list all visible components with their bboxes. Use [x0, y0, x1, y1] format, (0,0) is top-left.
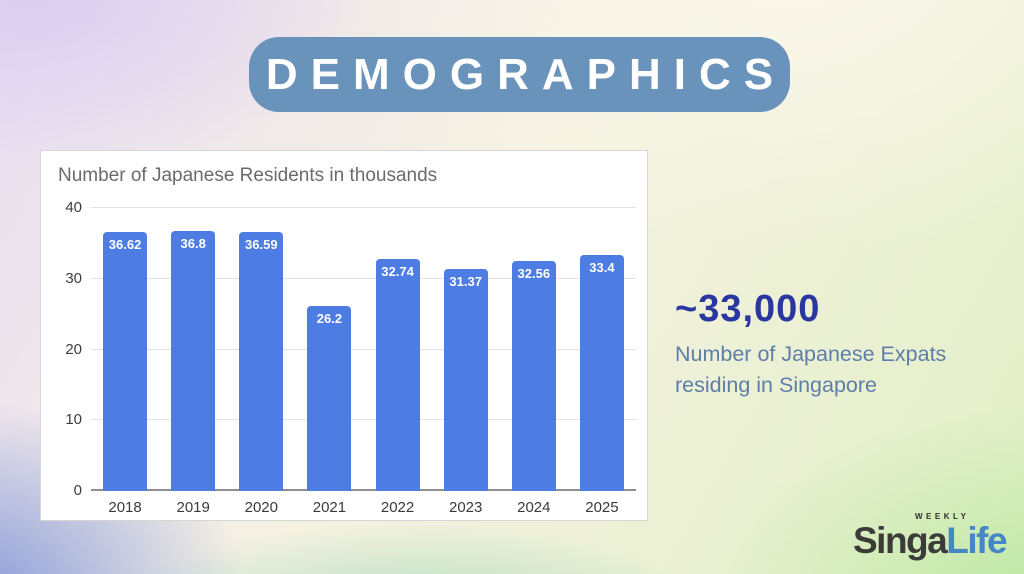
- chart-card: Number of Japanese Residents in thousand…: [40, 150, 648, 521]
- bar-2018: 36.62: [103, 231, 148, 491]
- x-tick-label: 2020: [244, 499, 278, 516]
- bar-value-label: 36.8: [180, 235, 206, 251]
- bar-value-label: 36.59: [245, 237, 278, 253]
- y-tick-label: 30: [65, 269, 82, 287]
- chart-bars: 36.62 36.8 36.59 26.2 32.74 31.37 32.56 33.4: [91, 208, 636, 491]
- page-title: DEMOGRAPHICS: [265, 49, 787, 99]
- bar-value-label: 32.56: [517, 265, 551, 281]
- singalife-logo: WEEKLY SingaLife: [853, 512, 1018, 562]
- bar-2025: 33.4: [579, 254, 624, 491]
- x-axis: 2018 2019 2020 2021 2022 2023 2024 2025: [91, 491, 636, 516]
- gridline: [91, 277, 636, 279]
- x-tick-label: 2018: [108, 499, 142, 516]
- x-tick-label: 2022: [380, 499, 415, 516]
- gridline: [91, 207, 636, 208]
- y-tick-label: 0: [73, 482, 82, 499]
- x-tick-label: 2025: [585, 499, 619, 516]
- bar-slot: 31.37: [432, 208, 500, 491]
- bar-value-label: 36.62: [108, 236, 142, 252]
- bar-slot: 33.4: [568, 208, 636, 491]
- callout-headline: ~33,000: [675, 288, 821, 330]
- logo-singa-text: Singa: [853, 520, 948, 561]
- logo-life-text: Life: [946, 520, 1007, 561]
- bar-2019: 36.8: [171, 230, 216, 491]
- bar-2024: 32.56: [511, 260, 556, 491]
- bar-value-label: 32.74: [381, 264, 414, 280]
- bar-chart: 0 10 20 30 40 36.62 36.8 36.59 26.2 32.74 31.37 32…: [65, 199, 636, 516]
- bar-value-label: 33.4: [589, 259, 615, 275]
- bar-slot: 32.56: [500, 208, 568, 491]
- bar-slot: 36.59: [227, 208, 295, 491]
- logo-weekly-label: WEEKLY: [915, 512, 970, 521]
- bar-value-label: 26.2: [316, 310, 343, 326]
- bar-2023: 31.37: [443, 269, 488, 491]
- bar-slot: 36.8: [159, 208, 227, 491]
- gridline: [91, 348, 636, 350]
- bar-slot: 26.2: [295, 208, 363, 491]
- bar-2020: 36.59: [239, 232, 284, 491]
- bar-2021: 26.2: [307, 305, 352, 491]
- callout-block: ~33,000 Number of Japanese Expats residi…: [675, 288, 1005, 401]
- x-tick-label: 2019: [176, 499, 210, 516]
- logo-wordmark: SingaLife: [853, 520, 1008, 562]
- x-tick-label: 2024: [517, 499, 551, 516]
- bar-value-label: 31.37: [449, 274, 482, 290]
- callout-description: Number of Japanese Expats residing in Si…: [675, 342, 947, 398]
- y-axis: 0 10 20 30 40: [51, 199, 91, 499]
- gridline: [91, 419, 636, 421]
- bar-slot: 32.74: [364, 208, 432, 491]
- y-tick-label: 40: [65, 199, 82, 216]
- gridline: [91, 489, 636, 491]
- y-tick-label: 20: [65, 340, 82, 358]
- y-tick-label: 10: [65, 411, 82, 429]
- bar-2022: 32.74: [375, 259, 420, 491]
- title-banner: DEMOGRAPHICS: [249, 37, 790, 112]
- chart-title: Number of Japanese Residents in thousand…: [58, 165, 438, 186]
- x-tick-label: 2023: [449, 499, 483, 516]
- x-tick-label: 2021: [312, 499, 347, 516]
- bar-slot: 36.62: [91, 208, 159, 491]
